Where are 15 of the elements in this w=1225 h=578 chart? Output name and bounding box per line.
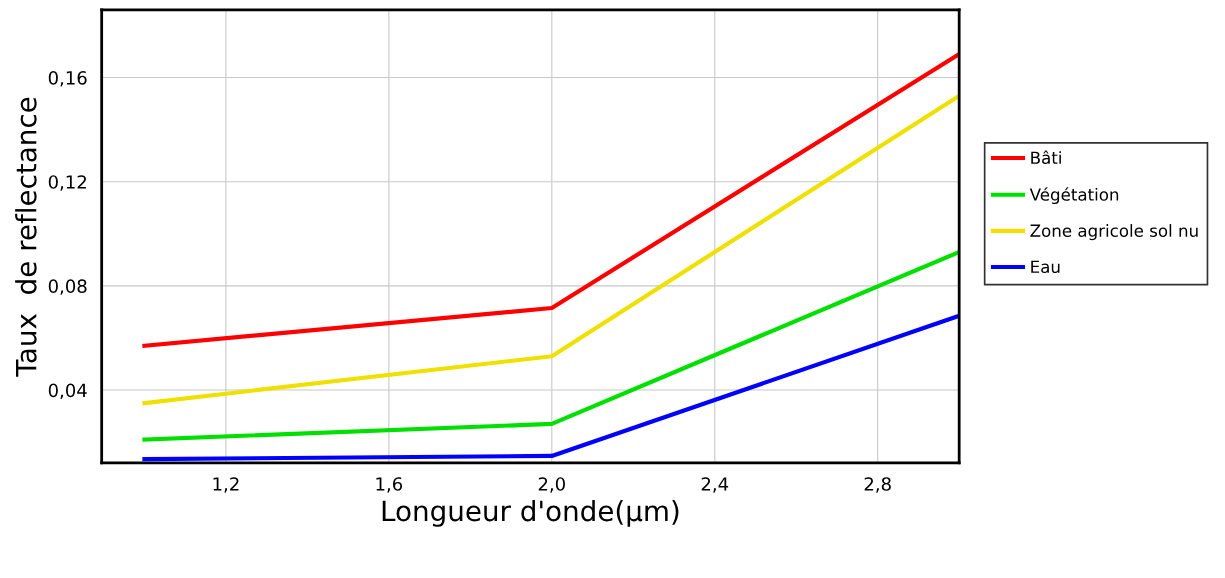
x-tick-label: 2,8	[864, 477, 891, 493]
y-tick-label: 0,12	[48, 175, 86, 191]
y-tick-label: 0,16	[48, 71, 87, 87]
x-tick-label: 1,2	[213, 477, 239, 493]
y-axis-title: Taux de reflectance	[15, 97, 37, 377]
x-axis-title: Longueur d'onde(µm)	[382, 499, 679, 527]
y-tick-label: 0,04	[48, 383, 87, 400]
x-tick-label: 2,0	[538, 477, 565, 493]
legend-label: Zone agricole sol nu	[1030, 224, 1198, 241]
legend-label: Eau	[1031, 260, 1060, 274]
x-tick-label: 1,6	[376, 477, 403, 493]
legend-label: Bâti	[1031, 150, 1061, 165]
y-tick-label: 0,08	[48, 279, 87, 295]
x-tick-label: 2,4	[701, 477, 729, 493]
legend-label: Végétation	[1029, 187, 1119, 205]
